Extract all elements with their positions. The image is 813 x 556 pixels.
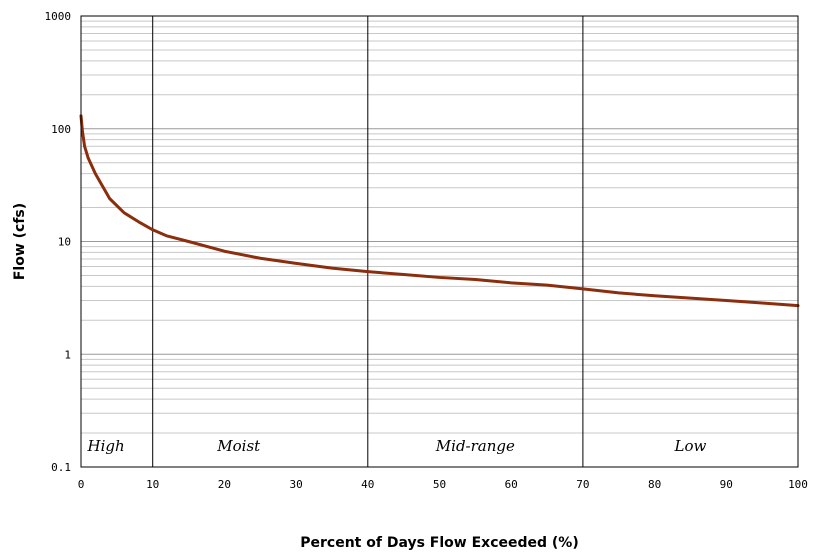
x-tick-label: 80 — [648, 478, 661, 491]
x-tick-label: 70 — [576, 478, 589, 491]
y-tick-label: 100 — [51, 123, 71, 136]
zone-label: Moist — [216, 437, 261, 455]
zone-dividers — [152, 16, 584, 467]
zone-label: Mid-range — [435, 437, 515, 455]
x-tick-label: 30 — [289, 478, 302, 491]
y-tick-label: 1000 — [45, 10, 72, 23]
zone-label: High — [87, 437, 125, 455]
x-tick-label: 50 — [433, 478, 446, 491]
x-tick-label: 90 — [720, 478, 733, 491]
zone-label: Low — [674, 437, 707, 455]
y-axis-title: Flow (cfs) — [12, 203, 28, 280]
grid — [81, 20, 798, 468]
series-group — [79, 114, 800, 308]
y-tick-label: 0.1 — [51, 461, 71, 474]
x-tick-label: 20 — [218, 478, 231, 491]
x-tick-label: 60 — [505, 478, 518, 491]
series-line — [79, 114, 800, 308]
y-tick-label: 1 — [64, 348, 71, 361]
x-tick-label: 10 — [146, 478, 159, 491]
x-tick-label: 0 — [78, 478, 85, 491]
y-tick-labels: 0.1 1 10 100 1000 — [45, 10, 72, 474]
x-axis-title: Percent of Days Flow Exceeded (%) — [300, 535, 578, 551]
x-tick-label: 40 — [361, 478, 374, 491]
x-tick-label: 100 — [788, 478, 808, 491]
plot-frame — [80, 15, 799, 468]
y-tick-label: 10 — [58, 236, 71, 249]
x-tick-labels: 0 10 20 30 40 50 60 70 80 90 100 — [78, 478, 808, 491]
zone-labels: High Moist Mid-range Low — [87, 437, 707, 455]
